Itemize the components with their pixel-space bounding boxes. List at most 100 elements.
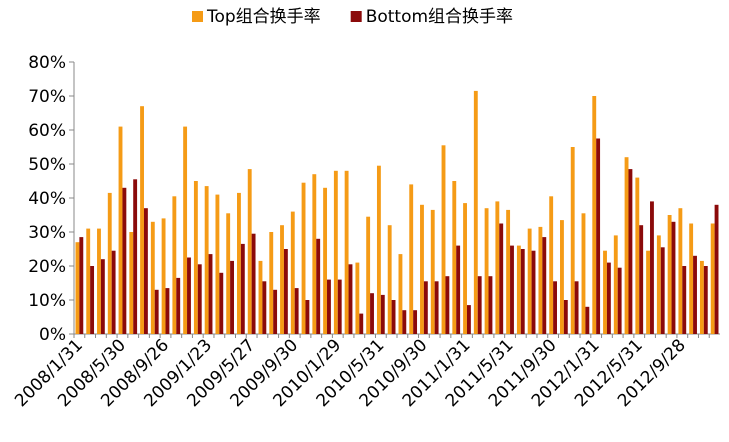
bar: [262, 281, 267, 334]
bar: [273, 289, 278, 334]
bar: [549, 196, 554, 334]
bar: [520, 249, 525, 334]
bar: [86, 228, 91, 334]
y-tick-label: 80%: [28, 53, 66, 73]
bar: [413, 310, 418, 334]
bar: [613, 235, 618, 334]
bar: [107, 192, 112, 334]
bar: [563, 300, 568, 334]
bar: [380, 294, 385, 334]
bar: [183, 126, 188, 334]
bar: [118, 126, 123, 334]
bar: [441, 145, 446, 334]
bar: [531, 250, 536, 334]
bar: [316, 238, 321, 334]
bar: [79, 237, 84, 334]
bar: [305, 300, 310, 334]
bar: [553, 281, 557, 334]
bar: [337, 279, 342, 334]
bar: [699, 260, 704, 334]
bar: [635, 177, 640, 334]
bar: [710, 223, 715, 334]
y-tick-label: 10%: [28, 291, 66, 311]
legend-swatch: [192, 11, 203, 22]
bar: [111, 250, 116, 334]
bar: [176, 277, 181, 334]
bar: [280, 225, 284, 334]
bar: [154, 289, 159, 334]
bar: [538, 226, 543, 334]
bar: [100, 259, 105, 334]
bar: [208, 254, 213, 334]
bar: [542, 237, 547, 334]
bar: [574, 281, 579, 334]
bar: [639, 225, 644, 334]
bar: [204, 186, 209, 334]
y-tick-label: 20%: [28, 257, 66, 277]
bar: [423, 281, 428, 334]
bar: [452, 181, 457, 334]
bar: [172, 196, 177, 334]
bar: [473, 90, 478, 335]
bar: [355, 262, 360, 334]
bar: [606, 262, 611, 334]
bar: [646, 250, 651, 334]
legend-label: Top组合换手率: [206, 7, 321, 27]
bar: [671, 221, 676, 334]
bar: [387, 225, 392, 334]
bar: [344, 170, 349, 334]
y-tick-label: 60%: [28, 121, 66, 141]
bar: [370, 293, 374, 334]
bar: [409, 184, 414, 334]
bar: [656, 235, 661, 334]
y-tick-label: 50%: [28, 155, 66, 175]
bar: [230, 260, 234, 334]
bar: [376, 165, 381, 334]
bar: [140, 106, 144, 334]
y-tick-label: 30%: [28, 223, 66, 243]
bar: [398, 254, 403, 334]
bar: [420, 204, 424, 334]
bar: [667, 215, 672, 334]
bar: [596, 138, 601, 334]
bar: [430, 209, 435, 334]
bar: [650, 201, 654, 334]
bar: [226, 213, 231, 334]
bar: [122, 187, 127, 334]
bar: [129, 232, 134, 334]
bar: [703, 266, 708, 334]
bar: [488, 276, 493, 334]
bar: [463, 203, 467, 334]
bar: [197, 264, 202, 334]
bar: [327, 279, 331, 334]
bar: [269, 232, 274, 334]
bar: [678, 208, 683, 334]
bar: [603, 250, 607, 334]
bar: [193, 181, 198, 334]
bar: [682, 266, 687, 334]
bar: [247, 169, 252, 334]
legend-label: Bottom组合换手率: [366, 7, 513, 27]
y-tick-label: 70%: [28, 87, 66, 107]
bar: [484, 208, 489, 334]
bar: [348, 264, 353, 334]
bar: [617, 267, 622, 334]
bar: [251, 233, 256, 334]
bar: [323, 187, 328, 334]
bar: [560, 220, 564, 334]
bar: [570, 147, 575, 334]
bar: [219, 272, 224, 334]
bar: [215, 194, 220, 334]
bar: [301, 182, 306, 334]
legend: Top组合换手率 Bottom组合换手率: [192, 7, 513, 27]
bar: [499, 223, 504, 334]
bar: [133, 179, 138, 334]
bar: [506, 209, 511, 334]
bar: [359, 313, 364, 334]
bar: [312, 174, 317, 334]
bar: [445, 276, 450, 334]
bar: [581, 213, 586, 334]
bar: [258, 260, 263, 334]
bar: [402, 310, 407, 334]
